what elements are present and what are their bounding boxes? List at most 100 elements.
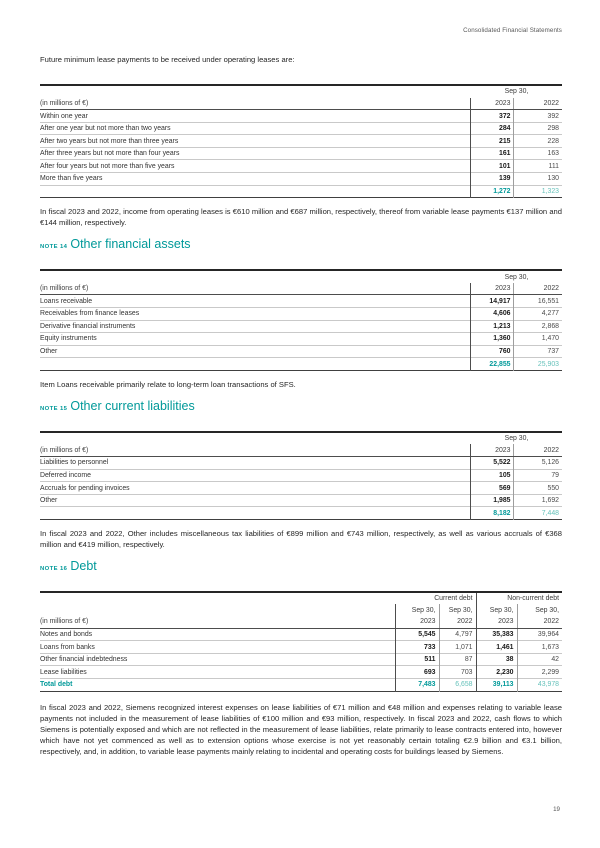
unit-label: (in millions of €) [40, 282, 471, 296]
note-16-heading: NOTE 16 Debt [40, 558, 562, 578]
table-row: Notes and bonds 5,545 4,797 35,383 39,96… [40, 627, 562, 641]
value-2022: 79 [513, 468, 562, 482]
unit-label: (in millions of €) [40, 97, 471, 111]
value-2023: 5,522 [470, 456, 514, 470]
value: 1,071 [438, 640, 476, 654]
year-header-2022: 2022 [513, 97, 562, 111]
value: 39,964 [516, 627, 562, 641]
total-value: 7,483 [394, 677, 439, 691]
value-2022: 130 [513, 172, 562, 186]
row-label: Equity instruments [40, 332, 471, 346]
total-2022: 7,448 [513, 506, 562, 520]
paragraph-debt: In fiscal 2023 and 2022, Siemens recogni… [40, 702, 562, 756]
value-2022: 16,551 [513, 294, 562, 308]
table-row: Other financial indebtedness 511 87 38 4… [40, 652, 562, 666]
value-2023: 284 [470, 121, 514, 135]
value-2022: 4,277 [513, 306, 562, 321]
value: 733 [394, 640, 439, 654]
table-row: More than five years 139 130 [40, 172, 562, 186]
row-label: Liabilities to personnel [40, 456, 471, 470]
value-2023: 161 [470, 146, 514, 160]
value-2022: 5,126 [513, 456, 562, 470]
year-header: 2023 [394, 616, 439, 629]
value-2023: 760 [470, 344, 514, 358]
value: 4,797 [438, 627, 476, 641]
row-label: Derivative financial instruments [40, 319, 471, 333]
table-row: Within one year 372 392 [40, 109, 562, 123]
note-label: NOTE 14 [40, 244, 68, 251]
table-row: Equity instruments 1,360 1,470 [40, 332, 562, 346]
total-2023: 22,855 [470, 357, 514, 371]
total-2023: 1,272 [470, 184, 514, 198]
intro-text: Future minimum lease payments to be rece… [40, 55, 295, 64]
table-total-row: Total debt 7,483 6,658 39,113 43,978 [40, 677, 562, 691]
row-label: Notes and bonds [40, 627, 395, 641]
table-row: After one year but not more than two yea… [40, 121, 562, 135]
total-label: Total debt [40, 677, 395, 691]
row-label: Other [40, 344, 471, 358]
paragraph-other-current-liabilities: In fiscal 2023 and 2022, Other includes … [40, 528, 562, 549]
table-row: Loans receivable 14,917 16,551 [40, 294, 562, 308]
table-row: Receivables from finance leases 4,606 4,… [40, 306, 562, 321]
year-header: 2023 [475, 616, 517, 629]
period-label: Sep 30, [504, 88, 529, 96]
row-label: After four years but not more than five … [40, 159, 471, 173]
table-row: Liabilities to personnel 5,522 5,126 [40, 456, 562, 470]
row-label: Accruals for pending invoices [40, 481, 471, 495]
table-row: Accruals for pending invoices 569 550 [40, 481, 562, 495]
value-2023: 105 [470, 468, 514, 482]
total-2023: 8,182 [470, 506, 514, 520]
value: 35,383 [475, 627, 517, 641]
doc-header: Consolidated Financial Statements [463, 27, 562, 34]
year-header-2022: 2022 [513, 444, 562, 457]
note-title: Other financial assets [70, 237, 191, 252]
value: 693 [394, 665, 439, 679]
paragraph-loans-receivable: Item Loans receivable primarily relate t… [40, 379, 296, 389]
row-label: Lease liabilities [40, 665, 395, 679]
value: 5,545 [394, 627, 439, 641]
year-header-2023: 2023 [470, 282, 514, 296]
note-label: NOTE 15 [40, 405, 68, 412]
value-2023: 372 [470, 109, 514, 123]
row-label: Deferred income [40, 468, 471, 482]
total-value: 6,658 [438, 677, 476, 691]
table-total-row: 22,855 25,903 [40, 357, 562, 371]
total-value: 43,978 [516, 677, 562, 691]
period-label: Sep 30, [504, 273, 529, 281]
note-label: NOTE 16 [40, 565, 68, 572]
value-2023: 215 [470, 134, 514, 148]
value-2022: 163 [513, 146, 562, 160]
year-header-2023: 2023 [470, 444, 514, 457]
value: 1,673 [516, 640, 562, 654]
table-row: Lease liabilities 693 703 2,230 2,299 [40, 665, 562, 679]
value-2022: 737 [513, 344, 562, 358]
year-header-2023: 2023 [470, 97, 514, 111]
total-2022: 25,903 [513, 357, 562, 371]
group-header-current-debt: Current debt [434, 595, 473, 603]
year-header: 2022 [438, 616, 476, 629]
operating-leases-table: Sep 30, (in millions of €) 2023 2022 Wit… [40, 84, 562, 199]
table-group-row: Current debt Non-current debt [40, 591, 562, 605]
value: 2,230 [475, 665, 517, 679]
table-row: Derivative financial instruments 1,213 2… [40, 319, 562, 333]
value-2022: 298 [513, 121, 562, 135]
table-period-row: Sep 30, [40, 85, 562, 98]
period-label: Sep 30, [475, 604, 517, 617]
note-15-heading: NOTE 15 Other current liabilities [40, 398, 562, 418]
value-2022: 550 [513, 481, 562, 495]
period-label: Sep 30, [438, 604, 476, 617]
row-label: After one year but not more than two yea… [40, 121, 471, 135]
table-total-row: 8,182 7,448 [40, 506, 562, 520]
value-2023: 1,213 [470, 319, 514, 333]
year-header-2022: 2022 [513, 282, 562, 296]
table-row: After two years but not more than three … [40, 134, 562, 148]
row-label: Loans receivable [40, 294, 471, 308]
table-period-row: Sep 30, Sep 30, Sep 30, Sep 30, [40, 604, 562, 617]
row-label: After three years but not more than four… [40, 146, 471, 160]
table-header-row: (in millions of €) 2023 2022 [40, 97, 562, 111]
unit-label: (in millions of €) [40, 444, 471, 457]
value-2022: 2,868 [513, 319, 562, 333]
row-label: Loans from banks [40, 640, 395, 654]
value: 42 [516, 652, 562, 666]
group-header-non-current-debt: Non-current debt [475, 591, 562, 605]
